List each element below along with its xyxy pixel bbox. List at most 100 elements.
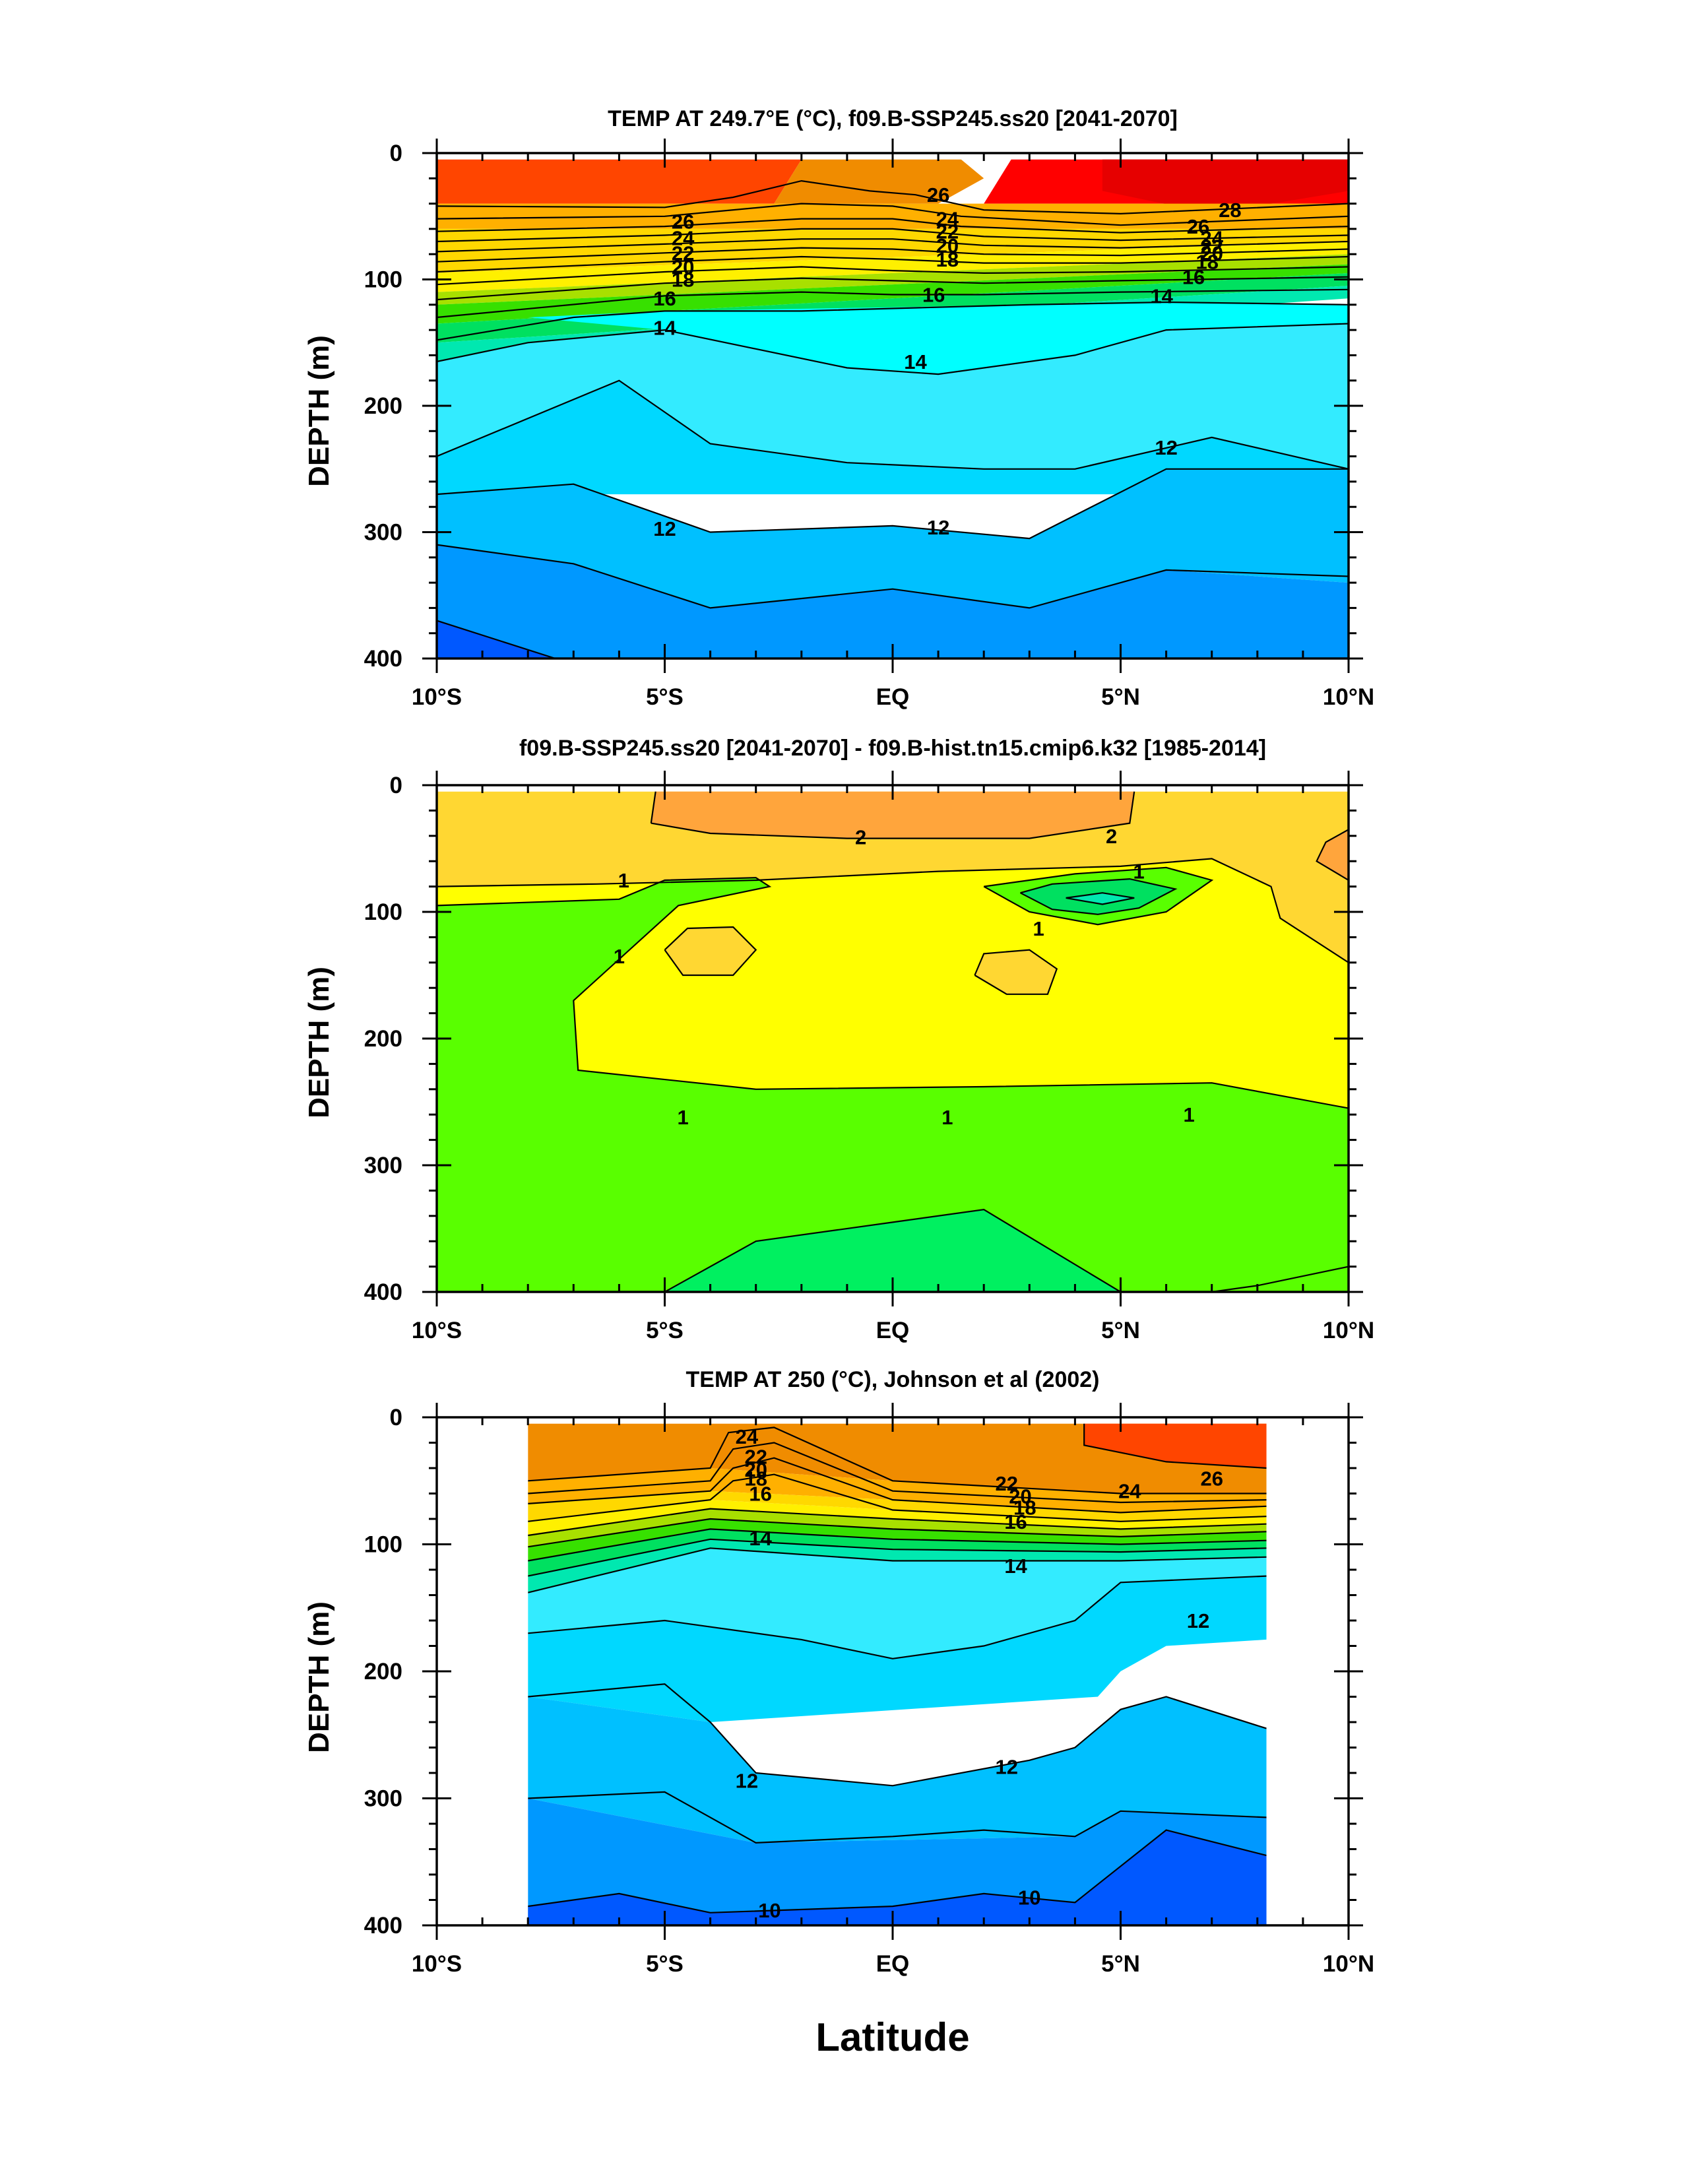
y-tick-label: 0 (390, 773, 402, 798)
contour-band-11 (664, 1209, 1121, 1292)
x-tick-label: EQ (876, 684, 910, 710)
contour-label: 20 (1200, 241, 1223, 265)
y-ticks (422, 1416, 1363, 1927)
contour-line-6 (664, 926, 757, 977)
contour-label: 22 (996, 1472, 1018, 1495)
contour-lines (437, 179, 1349, 658)
contour-line-5 (437, 877, 1349, 1109)
contour-label: 20 (744, 1458, 767, 1481)
contour-label: 24 (672, 226, 695, 249)
x-tick-label: 5°N (1101, 684, 1140, 710)
contour-band-9 (528, 1539, 1267, 1593)
contour-line-4 (437, 228, 1349, 243)
contour-labels: 2624222018161426242220181614282624222018… (653, 183, 1241, 540)
contour-label: 20 (1009, 1485, 1031, 1508)
contour-band-8 (437, 254, 1349, 305)
contour-band-5 (437, 203, 1349, 229)
contour-label: 2 (855, 826, 866, 849)
contour-label: 26 (1200, 1467, 1223, 1490)
contour-label: 24 (736, 1425, 759, 1448)
contour-label: 16 (653, 287, 676, 310)
contour-line-10 (528, 1575, 1267, 1659)
contour-label: 1 (1033, 917, 1044, 940)
y-tick-label: 400 (364, 646, 402, 672)
y-tick-label: 100 (364, 899, 402, 925)
contour-label: 14 (1150, 284, 1173, 307)
contour-band-14 (528, 1830, 1267, 1925)
contour-line-9 (437, 276, 1349, 301)
contour-line-1 (437, 179, 1349, 215)
contour-band-3 (1316, 829, 1349, 880)
contour-label: 1 (1184, 1103, 1195, 1126)
contour-line-5 (528, 1508, 1267, 1537)
x-ticks (435, 139, 1350, 673)
contour-lines (528, 1423, 1267, 1913)
contour-band-1 (437, 159, 802, 204)
contour-label: 18 (1013, 1496, 1036, 1520)
contour-label: 26 (1187, 215, 1209, 238)
contour-line-10 (1066, 892, 1135, 905)
contour-label: 28 (1219, 199, 1241, 222)
x-ticks (435, 771, 1350, 1306)
contour-label: 24 (936, 208, 959, 231)
contour-label: 1 (678, 1106, 689, 1129)
x-tick-label: 10°N (1323, 684, 1374, 710)
y-tick-label: 100 (364, 1532, 402, 1558)
contour-label: 1 (618, 869, 629, 892)
contour-line-8 (437, 266, 1349, 286)
contour-band-12 (528, 302, 1349, 375)
contour-label: 18 (672, 269, 694, 292)
contour-band-2 (1084, 1423, 1267, 1468)
contour-fills (437, 791, 1349, 1292)
contour-label: 26 (672, 210, 694, 233)
contour-line-14 (437, 468, 1349, 540)
contour-band-3 (528, 1468, 1267, 1513)
contour-label: 1 (614, 945, 625, 968)
x-tick-label: 10°N (1323, 1318, 1374, 1343)
contour-label: 12 (736, 1770, 758, 1793)
contour-line-16 (437, 620, 556, 658)
contour-label: 12 (653, 517, 676, 540)
contour-line-2 (528, 1442, 1267, 1504)
x-tick-label: 10°S (412, 1951, 462, 1977)
x-tick-label: 5°S (646, 684, 684, 710)
contour-band-13 (437, 323, 1349, 469)
contour-label: 16 (922, 283, 945, 306)
contour-line-5 (437, 238, 1349, 253)
contour-line-1 (651, 791, 1135, 839)
contour-label: 18 (1196, 251, 1219, 274)
contour-line-9 (1019, 878, 1178, 915)
contour-label: 10 (1018, 1886, 1040, 1910)
y-tick-label: 0 (390, 141, 402, 166)
contour-line-13 (437, 379, 1349, 470)
contour-band-6 (664, 927, 756, 975)
contour-band-1 (528, 1423, 1267, 1494)
panel-top-plot: 2624222018161426242220181614282624222018… (364, 139, 1374, 710)
contour-label: 16 (1182, 266, 1205, 289)
contour-label: 12 (996, 1755, 1018, 1778)
contour-label: 1 (1133, 860, 1145, 883)
panel-bottom-y-axis-label: DEPTH (m) (303, 1601, 335, 1753)
contour-label: 14 (653, 316, 676, 339)
contour-label: 18 (936, 248, 959, 271)
y-tick-label: 0 (390, 1405, 402, 1430)
contour-line-8 (528, 1538, 1267, 1577)
x-tick-label: 5°N (1101, 1318, 1140, 1343)
y-tick-label: 200 (364, 1026, 402, 1052)
panel-middle: f09.B-SSP245.ss20 [2041-2070] - f09.B-hi… (303, 736, 1374, 1343)
contour-label: 2 (1106, 825, 1117, 848)
x-tick-label: 10°S (412, 684, 462, 710)
contour-line-6 (437, 247, 1349, 263)
contour-label: 14 (904, 350, 927, 373)
contour-line-11 (437, 301, 1349, 341)
contour-fills (528, 1423, 1267, 1925)
contour-line-15 (437, 544, 1349, 609)
contour-band-4 (437, 858, 1349, 1115)
contour-line-4 (528, 1473, 1267, 1522)
contour-line-1 (528, 1427, 1267, 1494)
contour-label: 24 (1200, 226, 1223, 249)
x-tick-label: EQ (876, 1951, 910, 1977)
x-ticks (435, 1403, 1350, 1940)
contour-band-12 (528, 1696, 1267, 1843)
